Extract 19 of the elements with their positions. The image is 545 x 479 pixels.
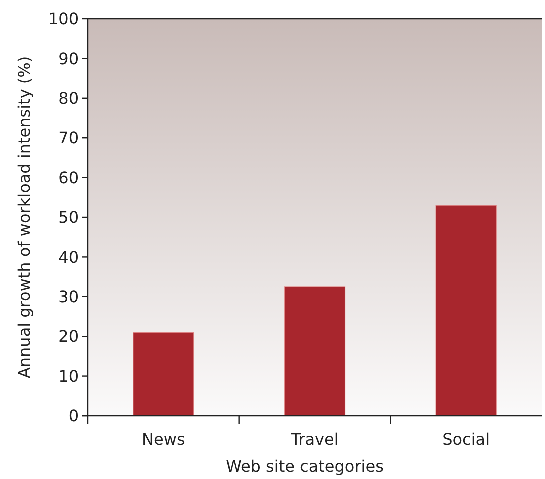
- y-tick-label: 100: [48, 10, 79, 29]
- y-tick-label: 0: [68, 406, 79, 426]
- y-tick-label: 70: [58, 128, 79, 148]
- y-tick-label: 30: [58, 288, 79, 306]
- x-tick-label: Travel: [290, 430, 339, 449]
- x-axis-title: Web site categories: [226, 457, 384, 476]
- y-tick-label: 20: [58, 327, 79, 346]
- bar: [436, 205, 497, 416]
- y-tick-label: 40: [58, 248, 79, 267]
- y-axis-title: Annual growth of workload intensity (%): [15, 56, 34, 379]
- y-tick-label: 90: [58, 49, 79, 68]
- y-tick-label: 50: [58, 208, 79, 228]
- y-tick-label: 10: [58, 366, 79, 386]
- y-tick-label: 80: [58, 89, 79, 108]
- bar: [284, 286, 346, 416]
- y-tick-label: 60: [58, 168, 79, 188]
- x-tick-label: News: [142, 430, 186, 449]
- x-tick-label: Social: [442, 430, 490, 449]
- bar: [133, 332, 194, 416]
